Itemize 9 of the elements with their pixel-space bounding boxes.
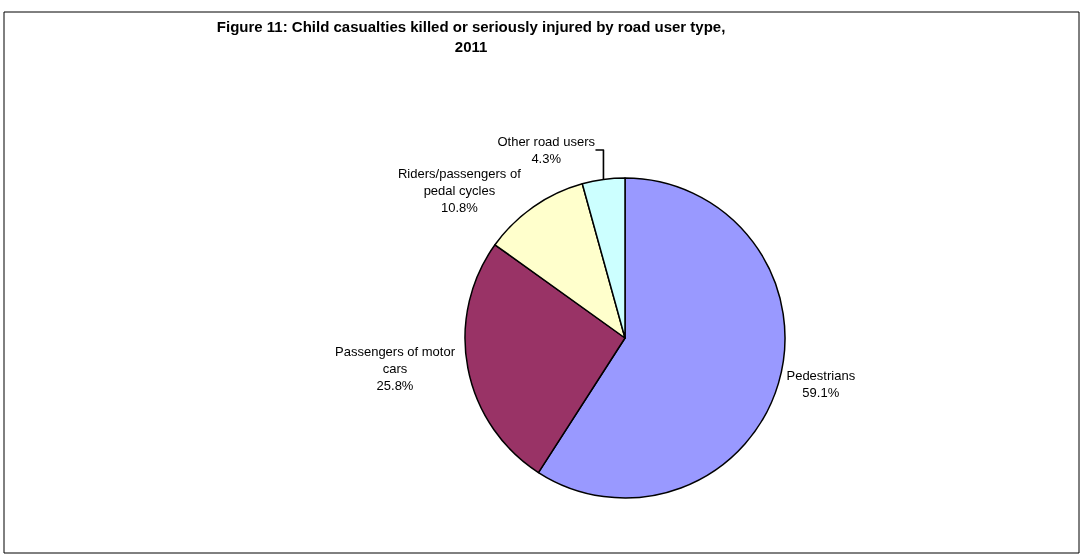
slice-label: Riders/passengers of pedal cycles xyxy=(397,166,522,198)
chart-title: Figure 11: Child casualties killed or seriously injured by road user type, 2011 xyxy=(216,18,726,55)
data-label: 10.8% xyxy=(440,199,479,215)
slice-label: Passengers of motor cars xyxy=(335,344,456,377)
data-label: 59.1% xyxy=(802,385,840,401)
slice-label: Pedestrians xyxy=(786,368,856,384)
data-label: 4.3% xyxy=(531,151,562,166)
data-label: 25.8% xyxy=(376,378,414,394)
slice-label: Other road users xyxy=(497,134,596,150)
